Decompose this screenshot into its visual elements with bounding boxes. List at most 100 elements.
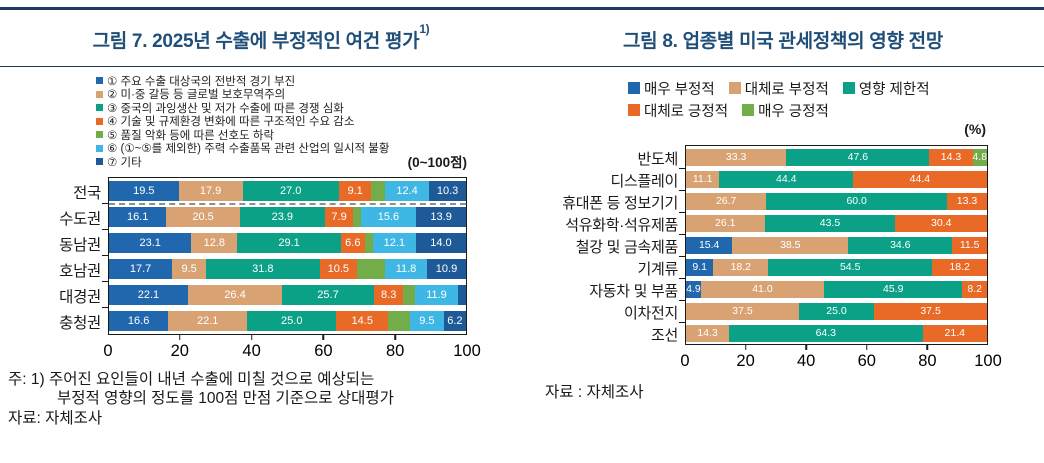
bar-segment: 8.3 (373, 284, 404, 305)
bar-row: 15.4 38.5 34.6 11.5 (679, 234, 987, 257)
bar-value-label: 16.6 (127, 314, 150, 327)
bar-segment: 17.9 (178, 180, 243, 201)
bar-segment: 12.4 (384, 180, 430, 201)
fig7-footnote: 주: 1) 주어진 요인들이 내년 수출에 미칠 것으로 예상되는 부정적 영향… (8, 370, 510, 429)
bar-segment: 9.5 (409, 310, 444, 331)
bar-segment: 4.9 (686, 280, 701, 298)
legend-item: ② 미·중 갈등 등 글로벌 보호무역주의 (96, 88, 467, 101)
fig7-scale-note: (0~100점) (407, 154, 467, 170)
category-label: 대경권 (59, 288, 101, 306)
bar-value-label: 14.3 (940, 151, 962, 163)
category-label: 석유화학·석유제품 (565, 216, 678, 234)
legend-label: ④ 기술 및 규제환경 변화에 따른 구조적인 수요 감소 (107, 116, 355, 129)
bar-segment (388, 310, 410, 331)
bar-row: 19.5 17.9 27.0 9.1 12.4 10.3 (102, 178, 466, 204)
bar-segment: 15.4 (686, 236, 733, 254)
bar-value-label: 17.9 (199, 184, 222, 197)
y-axis-tick (679, 255, 685, 257)
bar-segment: 13.9 (416, 206, 466, 227)
bar-segment: 30.4 (895, 214, 987, 232)
bar-segment: 29.1 (237, 232, 342, 253)
bar-segment: 26.7 (686, 192, 767, 210)
category-label: 수도권 (59, 210, 101, 228)
legend-label: ⑦ 기타 (107, 156, 142, 169)
x-axis-label: 100 (453, 341, 481, 360)
bar-row: 9.1 18.2 54.5 18.2 (679, 256, 987, 279)
category-label: 동남권 (59, 236, 101, 254)
category-label: 철강 및 금속제품 (575, 238, 679, 256)
bar-segment: 10.3 (429, 180, 466, 201)
y-axis-tick (679, 233, 685, 235)
bar-segment: 60.0 (766, 192, 947, 210)
bar-row: 16.1 20.5 23.9 7.9 15.6 13.9 (102, 204, 466, 230)
y-axis-tick (102, 229, 108, 230)
x-axis-tick (322, 334, 325, 340)
bar-segment (457, 284, 466, 305)
x-axis-label: 60 (857, 352, 876, 370)
bar-segment: 10.9 (427, 258, 466, 279)
bar-segment: 4.8 (972, 148, 987, 166)
category-label: 호남권 (59, 262, 101, 280)
fig8-plot-area: 33.3 47.6 14.3 4.8 11.1 44.4 44.4 26.7 60.0 13.3 2… (679, 145, 1002, 372)
fig7-chart: 전국 수도권 동남권 호남권 대경권 충청권 19.5 17.9 27.0 9.1 12.4 10.… (8, 176, 510, 362)
bar-segment: 26.1 (686, 214, 765, 232)
category-label: 조선 (650, 326, 678, 344)
bar-value-label: 9.1 (692, 261, 707, 273)
legend-swatch-icon (96, 131, 103, 139)
bar-segment (403, 284, 416, 305)
x-axis-label: 100 (974, 352, 1002, 370)
bar-track: 19.5 17.9 27.0 9.1 12.4 10.3 (109, 180, 466, 201)
category-label: 휴대폰 등 정보기기 (562, 194, 678, 212)
category-label: 자동차 및 부품 (589, 282, 678, 300)
x-axis-tick (866, 345, 868, 350)
bar-value-label: 43.5 (819, 217, 841, 229)
category-label: 전국 (73, 184, 101, 202)
fig7-note-line1: 주: 1) 주어진 요인들이 내년 수출에 미칠 것으로 예상되는 (8, 370, 375, 388)
fig7-x-axis-labels: 0 20 40 60 80 100 (103, 340, 480, 362)
fig8-title-text: 그림 8. 업종별 미국 관세정책의 영향 전망 (623, 31, 943, 52)
bar-value-label: 18.2 (949, 261, 970, 273)
legend-swatch-icon (96, 144, 103, 152)
legend-swatch-icon (96, 117, 103, 125)
legend-label: 매우 부정적 (644, 81, 715, 98)
bar-segment: 11.5 (952, 236, 987, 254)
bar-value-label: 17.7 (129, 262, 152, 275)
fig8-panel: 매우 부정적 대체로 부정적 영향 제한적 대체로 긍정적 매우 긍정적 (%) 반도체… (540, 67, 1036, 428)
bar-track: 23.1 12.8 29.1 6.6 12.1 14.0 (109, 232, 466, 253)
bar-segment (353, 206, 361, 227)
x-axis-label: 20 (736, 352, 755, 370)
figures-content: ① 주요 수출 대상국의 전반적 경기 부진 ② 미·중 갈등 등 글로벌 보호무… (0, 67, 1044, 428)
bar-value-label: 14.5 (351, 314, 373, 327)
legend-item: ① 주요 수출 대상국의 전반적 경기 부진 (96, 74, 467, 88)
category-label: 디스플레이 (610, 172, 678, 190)
bar-value-label: 14.3 (697, 327, 718, 339)
x-axis-label: 20 (170, 341, 189, 360)
bar-segment: 9.1 (686, 258, 714, 276)
bar-track: 9.1 18.2 54.5 18.2 (686, 258, 987, 276)
bar-value-label: 20.5 (192, 210, 214, 223)
bar-segment: 22.1 (168, 310, 248, 331)
bar-value-label: 64.3 (815, 327, 837, 339)
bar-segment: 9.5 (172, 258, 207, 279)
bar-row: 4.9 41.0 45.9 8.2 (679, 278, 987, 301)
bar-segment: 25.0 (247, 310, 337, 331)
figure-titles-row: 그림 7. 2025년 수출에 부정적인 여건 평가1) 그림 8. 업종별 미… (0, 0, 1044, 53)
fig7-note-line2: 부정적 영향의 정도를 100점 만점 기준으로 상대평가 (57, 390, 394, 407)
bar-value-label: 45.9 (883, 283, 904, 295)
bar-value-label: 44.4 (909, 173, 931, 185)
bar-segment: 12.8 (191, 232, 238, 253)
bar-value-label: 11.9 (426, 288, 447, 301)
bar-value-label: 14.0 (430, 236, 452, 249)
bar-segment: 27.0 (242, 180, 339, 201)
bar-segment: 31.8 (206, 258, 320, 279)
bar-value-label: 10.9 (435, 262, 458, 275)
legend-item: 매우 긍정적 (742, 99, 829, 121)
bar-value-label: 22.1 (196, 314, 219, 327)
x-axis-tick (926, 345, 929, 350)
bar-segment: 18.2 (713, 258, 769, 276)
bar-segment: 14.5 (336, 310, 389, 331)
bar-segment: 45.9 (824, 280, 963, 298)
bar-value-label: 12.1 (383, 236, 406, 249)
bar-segment: 22.1 (109, 284, 188, 305)
